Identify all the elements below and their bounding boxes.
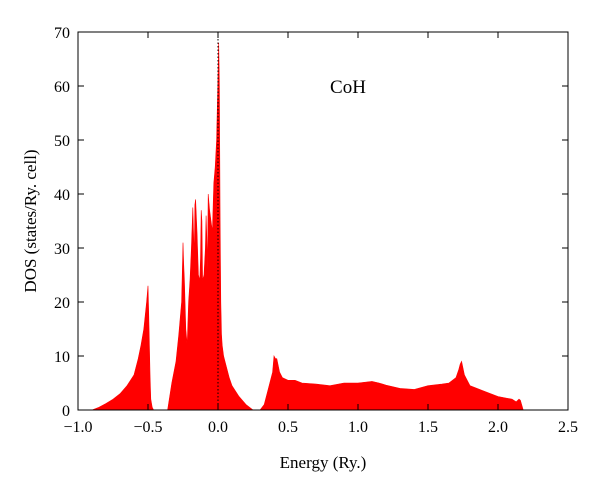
y-tick-label: 70 [54, 25, 70, 42]
x-tick-label: 2.0 [488, 419, 508, 436]
y-tick-label: 60 [54, 79, 70, 96]
x-tick-label: −0.5 [133, 419, 162, 436]
x-tick-label: 1.5 [418, 419, 438, 436]
y-axis-ticks: 0 10 20 30 40 50 60 70 [54, 25, 568, 420]
x-axis-label: Energy (Ry.) [280, 453, 367, 472]
y-tick-label: 30 [54, 241, 70, 258]
material-annotation: CoH [330, 77, 366, 98]
x-tick-label: 1.0 [348, 419, 368, 436]
y-tick-label: 10 [54, 349, 70, 366]
x-tick-label: 0.0 [208, 419, 228, 436]
y-tick-label: 20 [54, 295, 70, 312]
plot-frame [77, 31, 569, 411]
y-tick-label: 40 [54, 187, 70, 204]
dos-area-fill [91, 42, 540, 411]
y-tick-label: 0 [62, 403, 70, 420]
x-axis-ticks: −1.0 −0.5 0.0 0.5 1.0 1.5 2.0 2.5 [63, 32, 578, 436]
x-tick-label: 0.5 [278, 419, 298, 436]
y-tick-label: 50 [54, 133, 70, 150]
x-tick-label: −1.0 [63, 419, 92, 436]
y-axis-label: DOS (states/Ry. cell) [21, 149, 40, 292]
x-tick-label: 2.5 [558, 419, 578, 436]
plot-area [77, 31, 569, 411]
